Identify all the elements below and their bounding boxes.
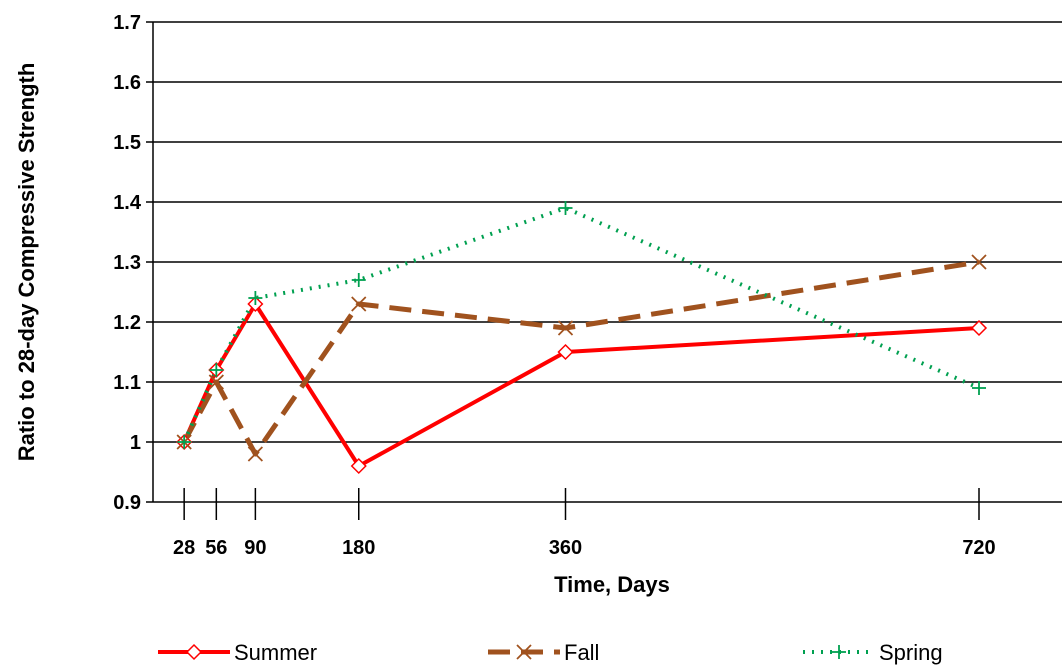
x-tick-label: 720 <box>962 537 995 559</box>
series-markers-summer <box>177 297 986 473</box>
legend-item-spring: Spring <box>803 640 943 665</box>
y-tick-label: 1 <box>130 432 141 454</box>
series-markers-spring <box>177 201 986 449</box>
series-line-spring <box>184 208 979 442</box>
x-tick-labels: 28 56 90 180 360 720 <box>173 537 996 559</box>
legend-label: Spring <box>879 640 943 665</box>
x-tick-label: 180 <box>342 537 375 559</box>
y-axis-title: Ratio to 28-day Compressive Strength <box>14 63 39 462</box>
y-tick-label: 1.7 <box>113 12 141 34</box>
legend: Summer Fall Spring <box>158 640 943 665</box>
legend-item-fall: Fall <box>488 640 599 665</box>
x-axis-title: Time, Days <box>554 572 670 597</box>
data-point <box>559 201 573 215</box>
x-tick-label: 28 <box>173 537 195 559</box>
data-point <box>972 321 986 335</box>
series-lines <box>184 208 979 466</box>
data-point <box>352 273 366 287</box>
y-tick-label: 1.3 <box>113 252 141 274</box>
y-tick-label: 0.9 <box>113 492 141 514</box>
legend-item-summer: Summer <box>158 640 317 665</box>
y-tick-label: 1.6 <box>113 72 141 94</box>
legend-label: Summer <box>234 640 317 665</box>
x-tick-label: 360 <box>549 537 582 559</box>
data-point <box>187 645 201 659</box>
y-tick-label: 1.2 <box>113 312 141 334</box>
x-tick-label: 56 <box>205 537 227 559</box>
series-line-fall <box>184 262 979 454</box>
grid-lines <box>153 22 1062 442</box>
series-markers-fall <box>177 255 986 461</box>
y-tick-label: 1.1 <box>113 372 141 394</box>
y-tick-label: 1.4 <box>113 192 142 214</box>
data-point <box>832 645 846 659</box>
x-tick-label: 90 <box>244 537 266 559</box>
legend-label: Fall <box>564 640 599 665</box>
y-tick-label: 1.5 <box>113 132 141 154</box>
data-point <box>972 381 986 395</box>
y-tick-labels: 0.9 1 1.1 1.2 1.3 1.4 1.5 1.6 1.7 <box>113 12 142 514</box>
